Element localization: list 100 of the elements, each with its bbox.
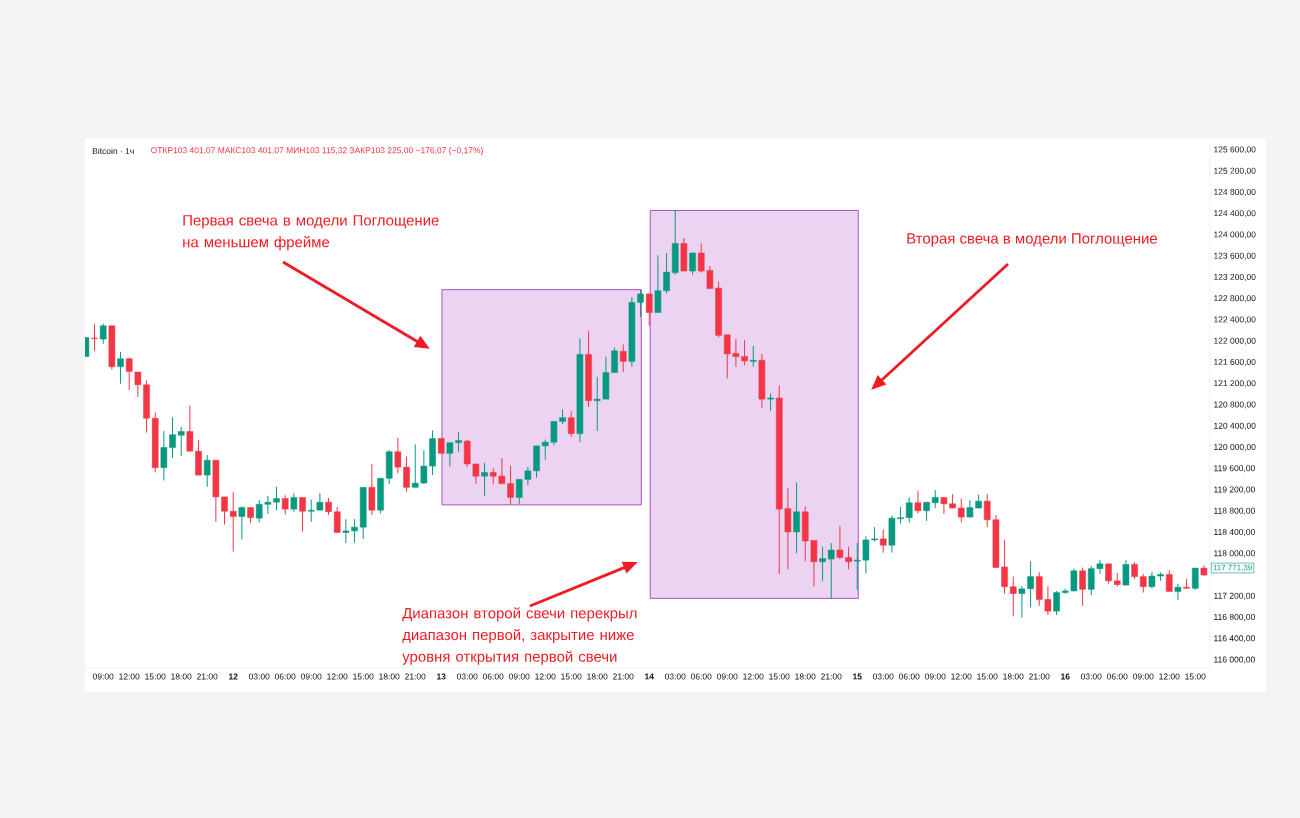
x-tick-label: 14 [645, 673, 654, 680]
x-tick-label: 03:00 [872, 673, 894, 680]
candlestick [238, 505, 246, 540]
candlestick [619, 343, 627, 373]
x-tick-label: 09:00 [1132, 673, 1154, 680]
x-tick-label: 21:00 [1029, 673, 1050, 680]
candlestick [203, 454, 211, 488]
y-tick-label: 122 400,00 [1214, 316, 1256, 324]
candlestick [91, 323, 98, 352]
candlestick [117, 351, 124, 385]
x-tick-label: 18:00 [587, 673, 608, 680]
y-tick-label: 123 200,00 [1214, 273, 1256, 281]
x-tick-label: 06:00 [690, 673, 712, 680]
x-tick-label: 18:00 [795, 673, 816, 680]
x-tick-label: 15:00 [145, 673, 166, 680]
candlestick [281, 494, 289, 515]
x-tick-label: 12:00 [743, 673, 764, 680]
x-tick-label: 18:00 [379, 673, 400, 680]
candlestick [1174, 583, 1182, 601]
candlestick [481, 462, 488, 497]
x-tick-label: 12:00 [951, 673, 972, 680]
annotation: Вторая свеча в модели Поглощение [907, 233, 1157, 247]
x-tick-label: 09:00 [300, 673, 322, 680]
x-tick-label: 12:00 [119, 673, 140, 680]
annotation: Первая свеча в модели Поглощение на меньшем фрейме [183, 215, 439, 251]
y-tick-label: 119 200,00 [1214, 486, 1255, 494]
x-tick-label: 09:00 [508, 673, 530, 680]
chart-subtitle: Bitcoin · 1ч [92, 147, 134, 155]
candlestick [1122, 559, 1130, 586]
x-tick-label: 06:00 [482, 673, 504, 680]
y-tick-label: 123 600,00 [1214, 252, 1256, 260]
x-tick-label: 18:00 [1003, 673, 1024, 680]
candlestick [1191, 567, 1199, 591]
annotation: ОТКР103 401,07 МАКС103 401,07 МИН103 115,32 ЗАКР103 225,00 −176,07 (−0,17%) [151, 147, 483, 155]
y-tick-label: 124 800,00 [1214, 188, 1256, 196]
y-tick-label: 116 800,00 [1214, 614, 1255, 622]
candlestick [923, 501, 930, 522]
x-tick-label: 12 [229, 673, 238, 680]
x-tick-label: 21:00 [197, 673, 218, 680]
candlestick [931, 489, 939, 509]
y-tick-label: 120 000,00 [1214, 443, 1256, 451]
y-tick-label: 118 400,00 [1214, 529, 1255, 536]
y-tick-label: 119 600,00 [1214, 465, 1255, 473]
candlestick [689, 251, 696, 276]
candlestick [333, 506, 341, 533]
candlestick [1165, 569, 1173, 592]
candlestick [567, 410, 575, 438]
x-tick-label: 09:00 [92, 673, 114, 680]
candlestick [793, 482, 800, 554]
candlestick [645, 293, 653, 327]
candlestick [1009, 576, 1017, 617]
y-tick-label: 121 200,00 [1214, 380, 1256, 388]
y-tick-label: 120 800,00 [1214, 401, 1256, 409]
candlestick [905, 496, 913, 523]
x-tick-label: 12:00 [1159, 673, 1180, 680]
y-tick-label: 125 600,00 [1214, 146, 1256, 154]
y-tick-label: 118 000,00 [1214, 550, 1255, 558]
y-tick-label: 116 000,00 [1214, 656, 1255, 664]
x-tick-label: 15:00 [977, 673, 998, 680]
x-tick-label: 21:00 [405, 673, 426, 680]
candlestick [368, 463, 376, 516]
x-tick-label: 06:00 [898, 673, 920, 680]
x-tick-label: 09:00 [716, 673, 738, 680]
y-tick-label: 118 800,00 [1214, 507, 1255, 515]
x-tick-label: 06:00 [1106, 673, 1128, 680]
x-tick-label: 13 [437, 673, 446, 680]
candlestick [1079, 567, 1086, 607]
y-tick-label: 124 400,00 [1214, 210, 1256, 218]
candlestick [299, 496, 306, 532]
x-tick-label: 18:00 [171, 673, 192, 680]
x-tick-label: 15:00 [1185, 673, 1206, 680]
y-tick-label: 120 400,00 [1214, 422, 1256, 430]
candlestick [229, 491, 237, 553]
x-tick-label: 12:00 [327, 673, 348, 680]
candlestick [914, 490, 922, 514]
y-tick-label: 122 000,00 [1214, 337, 1256, 345]
y-tick-label: 125 200,00 [1214, 167, 1256, 175]
candlestick [879, 528, 887, 554]
y-tick-label: 116 400,00 [1214, 635, 1255, 643]
candlestick [957, 497, 965, 523]
y-tick-label: 121 600,00 [1214, 358, 1256, 366]
y-tick-label: 117 200,00 [1214, 592, 1255, 600]
x-tick-label: 06:00 [274, 673, 296, 680]
x-tick-label: 15:00 [353, 673, 374, 680]
x-tick-label: 21:00 [821, 673, 842, 680]
annotation: Диапазон второй свечи перекрыл диапазон первой, закрытие ниже уровня открытия первой свечи [402, 607, 637, 665]
x-tick-label: 09:00 [924, 673, 946, 680]
x-tick-label: 03:00 [664, 673, 686, 680]
candlestick [1139, 573, 1147, 594]
x-tick-label: 21:00 [613, 673, 634, 680]
candlestick [99, 323, 107, 345]
candlestick [290, 492, 298, 513]
x-tick-label: 03:00 [248, 673, 270, 680]
x-tick-label: 03:00 [456, 673, 478, 680]
candlestick [1105, 563, 1112, 585]
candlestick [177, 426, 185, 457]
x-tick-label: 15:00 [769, 673, 790, 680]
x-tick-label: 16 [1061, 673, 1070, 680]
y-tick-label: 122 800,00 [1214, 295, 1256, 303]
candlestick [1053, 590, 1060, 616]
